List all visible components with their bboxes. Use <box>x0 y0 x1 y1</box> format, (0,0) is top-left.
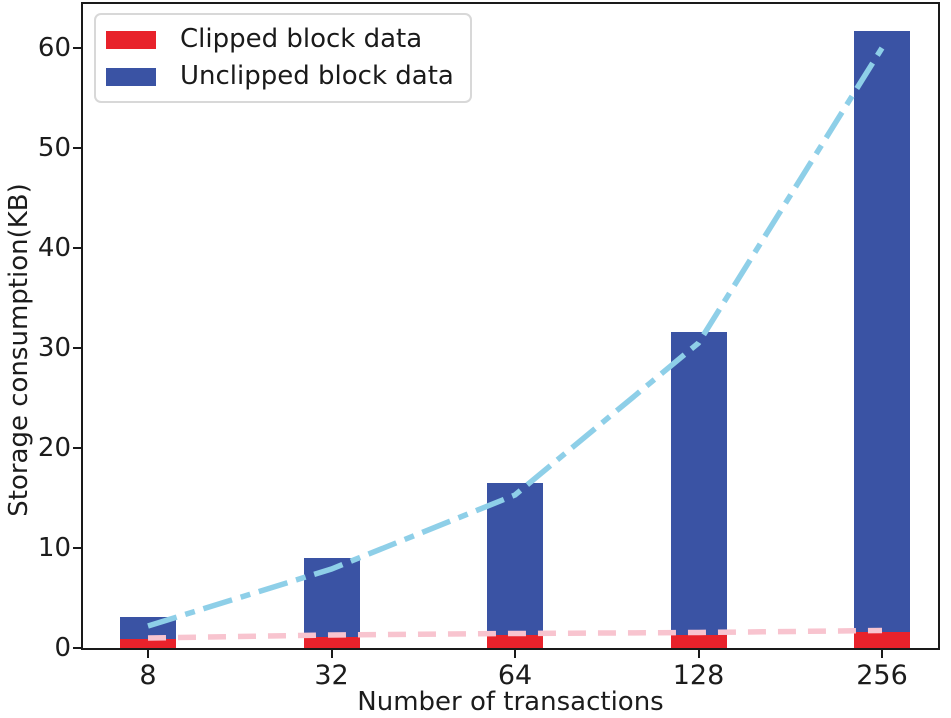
bar-clipped-256 <box>854 632 910 648</box>
y-tick-mark <box>73 447 81 449</box>
bar-clipped-32 <box>303 637 360 648</box>
y-tick-mark <box>73 47 81 49</box>
y-tick-label: 0 <box>54 633 71 663</box>
y-tick-label: 20 <box>37 433 71 463</box>
bar-unclipped-128 <box>670 332 727 648</box>
y-tick-label: 40 <box>37 233 71 263</box>
legend-label: Unclipped block data <box>180 61 454 91</box>
y-tick-mark <box>73 147 81 149</box>
y-tick-mark <box>73 347 81 349</box>
bar-unclipped-256 <box>854 31 910 648</box>
x-tick-mark <box>881 650 883 658</box>
trend-line-unclipped <box>147 46 885 629</box>
bar-clipped-8 <box>120 639 176 648</box>
x-tick-mark <box>514 650 516 658</box>
plot-area: Clipped block data Unclipped block data <box>81 2 940 650</box>
y-axis-label: Storage consumption(KB) <box>4 183 34 517</box>
y-tick-label: 10 <box>37 533 71 563</box>
x-tick-label: 128 <box>672 660 725 691</box>
bar-clipped-64 <box>487 635 543 648</box>
x-tick-mark <box>147 650 149 658</box>
legend: Clipped block data Unclipped block data <box>94 13 472 103</box>
bars-layer <box>83 4 938 648</box>
bar-unclipped-64 <box>487 483 543 648</box>
bar-clipped-128 <box>670 635 727 648</box>
unclipped-swatch-icon <box>106 67 156 86</box>
lines-layer <box>147 46 885 641</box>
x-tick-label: 256 <box>856 660 908 691</box>
legend-item-clipped: Clipped block data <box>106 24 454 55</box>
legend-item-unclipped: Unclipped block data <box>106 61 454 92</box>
x-axis-label: Number of transactions <box>357 687 664 717</box>
clipped-swatch-icon <box>106 30 156 49</box>
x-tick-mark <box>330 650 333 658</box>
legend-label: Clipped block data <box>180 24 423 54</box>
y-tick-mark <box>73 547 81 549</box>
x-tick-label: 8 <box>139 660 157 691</box>
y-tick-mark <box>73 247 81 249</box>
trend-line-clipped <box>147 627 883 641</box>
x-tick-label: 64 <box>497 660 533 691</box>
y-tick-mark <box>73 647 81 649</box>
y-tick-label: 50 <box>37 133 71 163</box>
y-tick-label: 60 <box>37 33 71 63</box>
y-tick-label: 30 <box>37 333 71 363</box>
x-tick-label: 32 <box>314 660 349 691</box>
x-tick-mark <box>697 650 700 658</box>
